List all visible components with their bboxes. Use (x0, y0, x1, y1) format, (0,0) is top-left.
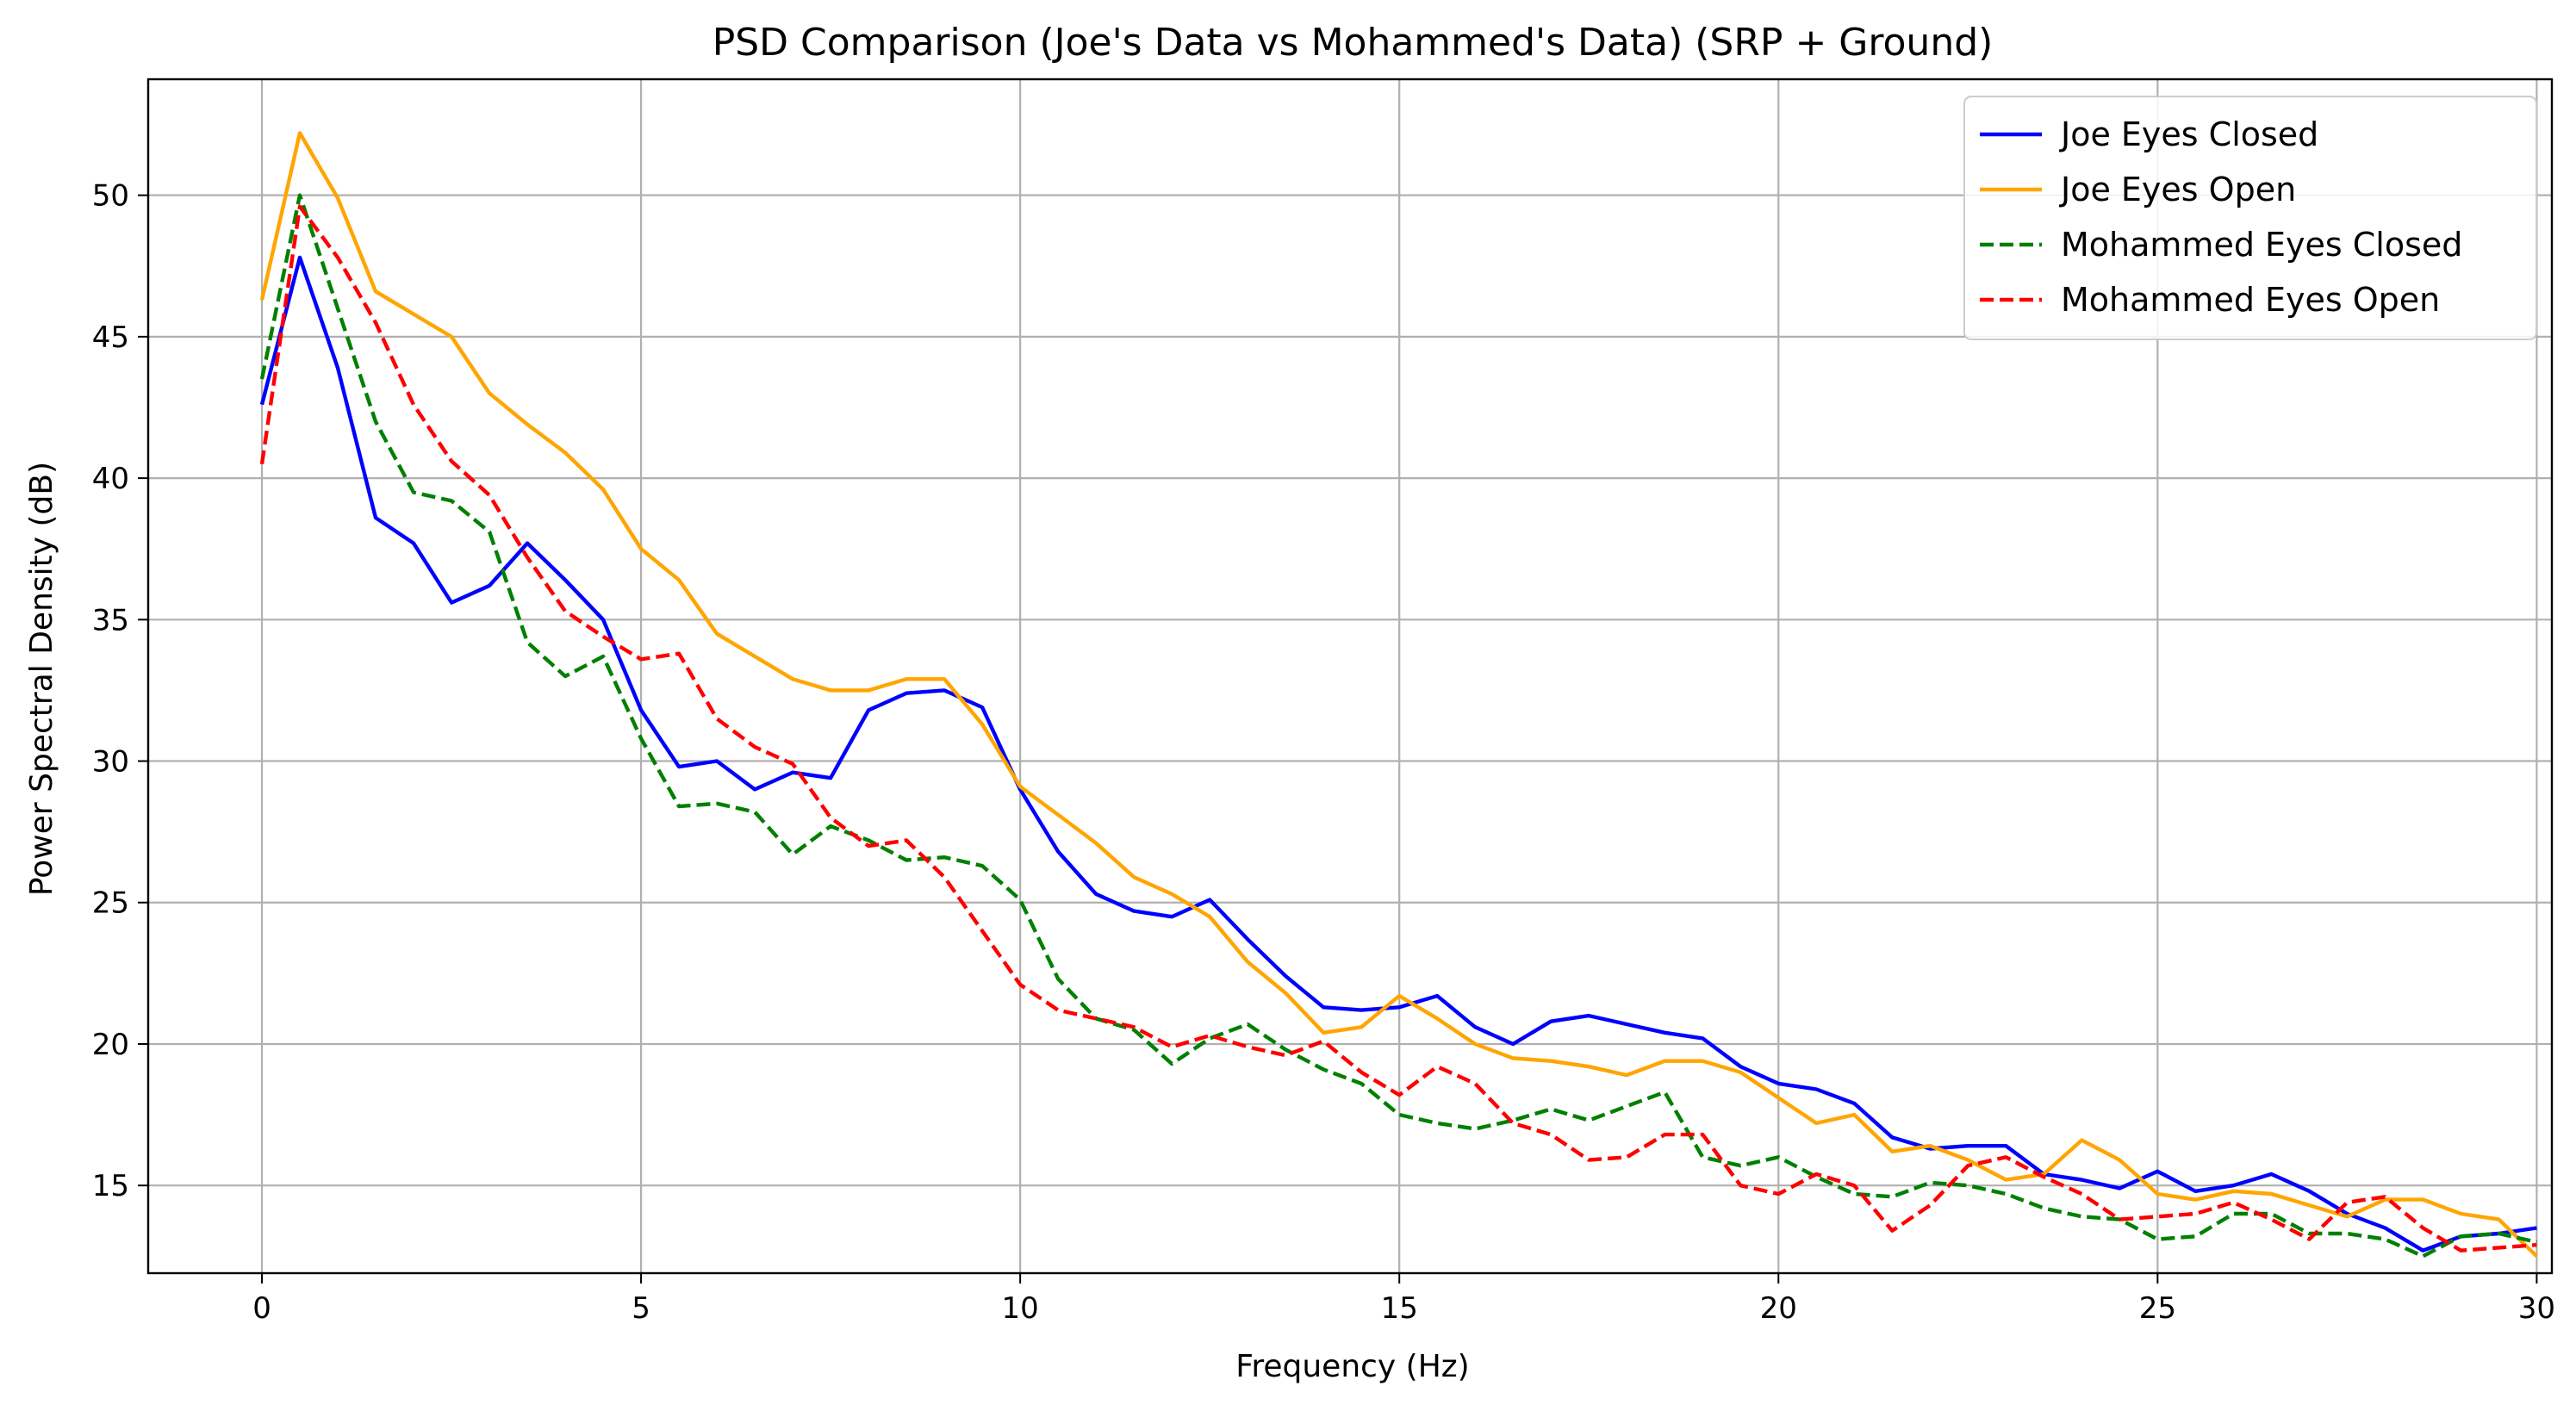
series-line-joe-eyes-closed (259, 255, 2537, 1252)
plot-frame (146, 78, 2554, 1275)
y-tick-label: 35 (92, 603, 129, 637)
x-tick-label: 20 (1760, 1291, 1797, 1326)
x-tick-label: 30 (2518, 1291, 2555, 1326)
series-group (259, 131, 2538, 1259)
y-axis-label: Power Spectral Density (dB) (24, 462, 59, 896)
legend-box (1963, 96, 2537, 340)
legend-label: Joe Eyes Closed (2059, 115, 2318, 153)
series-line-joe-eyes-open (259, 131, 2538, 1258)
legend-label: Mohammed Eyes Closed (2061, 226, 2462, 264)
x-tick-label: 25 (2139, 1291, 2176, 1326)
y-tick-label: 30 (92, 745, 129, 780)
chart-title: PSD Comparison (Joe's Data vs Mohammed's… (712, 21, 1994, 65)
x-tick-label: 0 (252, 1291, 271, 1326)
x-tick-label: 5 (632, 1291, 650, 1326)
legend: Joe Eyes Closed Joe Eyes Open Mohammed Eye… (1963, 96, 2537, 340)
y-tick-label: 20 (92, 1028, 129, 1062)
series-line-mohammed-eyes-open (259, 204, 2537, 1252)
x-tick-label: 10 (1002, 1291, 1039, 1326)
y-tick-label: 25 (92, 886, 129, 921)
y-tick-label: 15 (92, 1169, 129, 1203)
legend-label: Mohammed Eyes Open (2061, 281, 2440, 319)
y-tick-label: 50 (92, 179, 129, 214)
x-tick-label: 15 (1381, 1291, 1418, 1326)
series-line-mohammed-eyes-closed (259, 193, 2537, 1259)
y-tick-label: 45 (92, 320, 129, 355)
x-axis-label: Frequency (Hz) (1235, 1349, 1469, 1384)
axis-ticks: 0 5 10 15 20 25 30 15 20 25 30 35 40 45 50 (92, 179, 2555, 1326)
y-tick-label: 40 (92, 462, 129, 496)
legend-label: Joe Eyes Open (2059, 171, 2296, 208)
